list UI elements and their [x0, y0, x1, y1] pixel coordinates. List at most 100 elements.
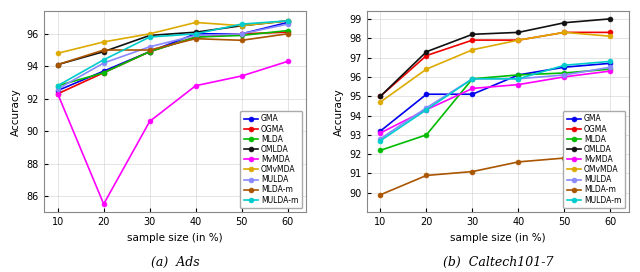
- OMLDA: [100, 50, 108, 53]
- OGMA: [284, 30, 292, 34]
- OMLDA: [468, 33, 476, 36]
- OMvMDA: [192, 21, 200, 24]
- MULDA-m: [515, 77, 522, 81]
- Line: OGMA: OGMA: [378, 30, 613, 99]
- OMLDA: [146, 34, 154, 37]
- MLDA: [192, 35, 200, 39]
- Line: OMvMDA: OMvMDA: [378, 30, 613, 104]
- GMA: [100, 69, 108, 73]
- OGMA: [468, 38, 476, 42]
- MULDA-m: [146, 35, 154, 39]
- MLDA: [515, 73, 522, 76]
- GMA: [607, 62, 614, 65]
- MvMDA: [100, 202, 108, 206]
- GMA: [284, 21, 292, 24]
- MULDA-m: [377, 139, 385, 142]
- MLDA-m: [284, 32, 292, 35]
- OMLDA: [422, 50, 430, 53]
- MvMDA: [607, 69, 614, 73]
- MLDA-m: [377, 193, 385, 196]
- OMLDA: [515, 31, 522, 34]
- MLDA: [561, 71, 568, 75]
- OMLDA: [238, 24, 246, 27]
- Text: (b)  Caltech101-7: (b) Caltech101-7: [442, 256, 553, 269]
- OMvMDA: [377, 100, 385, 104]
- MULDA-m: [100, 58, 108, 61]
- MULDA: [422, 106, 430, 109]
- GMA: [468, 92, 476, 96]
- MULDA-m: [54, 84, 61, 87]
- OGMA: [192, 35, 200, 39]
- MLDA: [607, 67, 614, 71]
- MULDA: [100, 61, 108, 65]
- Line: MLDA: MLDA: [378, 67, 613, 153]
- MULDA: [284, 23, 292, 26]
- OMLDA: [284, 19, 292, 23]
- Line: OMvMDA: OMvMDA: [55, 18, 290, 56]
- OMLDA: [192, 30, 200, 34]
- MLDA-m: [54, 63, 61, 66]
- OMvMDA: [422, 67, 430, 71]
- OMvMDA: [146, 32, 154, 35]
- Line: MULDA: MULDA: [55, 22, 290, 91]
- Line: GMA: GMA: [378, 61, 613, 133]
- Line: OMLDA: OMLDA: [378, 16, 613, 99]
- OMvMDA: [238, 24, 246, 27]
- Line: OGMA: OGMA: [55, 30, 290, 96]
- MLDA-m: [515, 160, 522, 163]
- OGMA: [607, 31, 614, 34]
- OGMA: [515, 38, 522, 42]
- MULDA-m: [468, 77, 476, 81]
- OMLDA: [54, 63, 61, 66]
- Line: MULDA: MULDA: [378, 65, 613, 141]
- MULDA: [607, 66, 614, 69]
- OMvMDA: [607, 35, 614, 38]
- MULDA-m: [422, 108, 430, 111]
- Y-axis label: Accuracy: Accuracy: [334, 88, 344, 135]
- MvMDA: [468, 87, 476, 90]
- GMA: [192, 32, 200, 35]
- Line: MLDA: MLDA: [55, 28, 290, 88]
- MULDA-m: [561, 64, 568, 67]
- OGMA: [100, 71, 108, 74]
- MLDA: [284, 29, 292, 32]
- OMLDA: [607, 17, 614, 20]
- MvMDA: [515, 83, 522, 86]
- GMA: [515, 73, 522, 76]
- MvMDA: [422, 108, 430, 111]
- OMvMDA: [468, 48, 476, 51]
- OGMA: [238, 32, 246, 35]
- MULDA: [515, 77, 522, 81]
- Line: OMLDA: OMLDA: [55, 18, 290, 67]
- OGMA: [561, 31, 568, 34]
- MULDA-m: [607, 60, 614, 63]
- MLDA-m: [422, 174, 430, 177]
- MvMDA: [146, 120, 154, 123]
- OGMA: [377, 95, 385, 98]
- MLDA: [146, 50, 154, 53]
- OMvMDA: [515, 38, 522, 42]
- MLDA: [100, 71, 108, 74]
- OGMA: [146, 50, 154, 53]
- MULDA: [146, 45, 154, 48]
- OMvMDA: [561, 31, 568, 34]
- GMA: [377, 129, 385, 132]
- MULDA-m: [238, 23, 246, 26]
- MULDA: [561, 73, 568, 76]
- GMA: [561, 66, 568, 69]
- MLDA-m: [192, 37, 200, 40]
- OMLDA: [561, 21, 568, 24]
- Line: MvMDA: MvMDA: [55, 59, 290, 206]
- Text: (a)  Ads: (a) Ads: [150, 256, 199, 269]
- MvMDA: [561, 75, 568, 78]
- OMLDA: [377, 95, 385, 98]
- GMA: [54, 89, 61, 92]
- MLDA-m: [607, 145, 614, 148]
- GMA: [422, 92, 430, 96]
- MULDA: [192, 34, 200, 37]
- MLDA-m: [238, 39, 246, 42]
- MvMDA: [377, 131, 385, 135]
- Line: MLDA-m: MLDA-m: [378, 144, 613, 197]
- MLDA: [468, 77, 476, 81]
- MULDA-m: [192, 32, 200, 35]
